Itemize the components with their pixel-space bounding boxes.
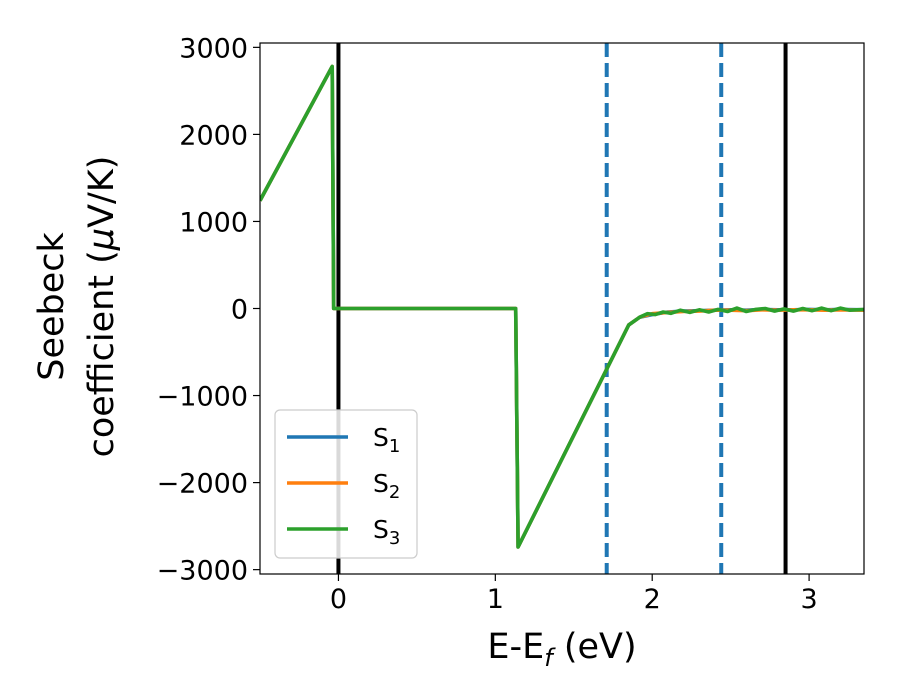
- legend-label-s1: S1: [373, 423, 400, 457]
- legend-label-subscript: 2: [389, 482, 400, 503]
- legend-label-name: S: [373, 515, 389, 544]
- y-tick-label: −1000: [157, 382, 248, 413]
- y-axis-label-line1: Seebeck: [32, 231, 72, 380]
- x-tick-label: 2: [644, 584, 661, 615]
- y-axis-label-line2: coefficient (μV/K): [82, 156, 122, 458]
- y-axis-label-mu: μ: [82, 228, 122, 251]
- y-axis-ticks: −3000 −2000 −1000 0 1000 2000 3000: [157, 33, 260, 587]
- legend-label-subscript: 3: [389, 528, 400, 549]
- x-tick-label: 0: [330, 584, 347, 615]
- x-axis-label-suffix: (eV): [553, 627, 637, 667]
- y-tick-label: 2000: [179, 120, 248, 151]
- legend-label-s3: S3: [373, 515, 400, 549]
- x-axis-ticks: 0 1 2 3: [330, 574, 818, 615]
- legend-label-name: S: [373, 423, 389, 452]
- legend-label-s2: S2: [373, 469, 400, 503]
- x-axis-label-main: E-E: [487, 627, 544, 667]
- x-tick-label: 1: [487, 584, 504, 615]
- y-axis-label-prefix: coefficient (: [82, 250, 122, 457]
- series-line-s3: [260, 64, 864, 549]
- y-tick-label: −3000: [157, 556, 248, 587]
- series-lines: [260, 64, 864, 549]
- y-tick-label: 3000: [179, 33, 248, 64]
- y-axis-label-suffix: V/K): [82, 156, 122, 228]
- y-axis-label: Seebeck coefficient (μV/K): [32, 156, 122, 458]
- y-tick-label: 1000: [179, 207, 248, 238]
- y-tick-label: −2000: [157, 469, 248, 500]
- x-tick-label: 3: [800, 584, 817, 615]
- y-tick-label: 0: [231, 295, 248, 326]
- x-axis-label: E-Ef (eV): [487, 627, 636, 672]
- legend-label-name: S: [373, 469, 389, 498]
- legend-label-subscript: 1: [389, 436, 400, 457]
